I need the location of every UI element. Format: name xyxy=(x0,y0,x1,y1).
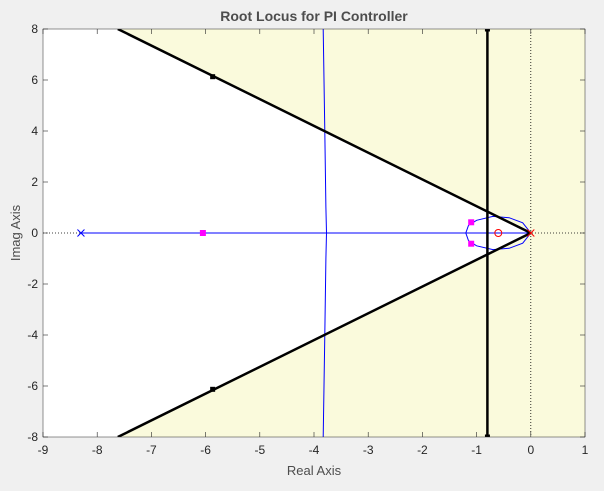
y-tick-label-0: -8 xyxy=(27,430,38,444)
boundary-line-1 xyxy=(117,231,532,437)
y-tick-label-4: 0 xyxy=(31,226,38,240)
x-tick-label-2: -7 xyxy=(146,443,157,457)
shaded-region xyxy=(117,29,585,437)
y-tick-label-3: -2 xyxy=(27,277,38,291)
y-axis-label: Imag Axis xyxy=(8,204,23,261)
closed-loop-pole-0 xyxy=(199,230,206,236)
boundary-marker-1 xyxy=(210,386,216,392)
open-loop-zero-0 xyxy=(494,229,503,237)
x-tick-label-10: 1 xyxy=(582,443,589,457)
closed-loop-pole-2 xyxy=(468,240,475,247)
x-tick-label-7: -2 xyxy=(417,443,428,457)
boundary-line-0 xyxy=(117,29,532,235)
x-tick-label-6: -3 xyxy=(363,443,374,457)
x-tick-label-8: -1 xyxy=(471,443,482,457)
boundary-marker-0 xyxy=(210,74,216,80)
boundary-marker-3 xyxy=(484,434,490,437)
x-tick-label-1: -8 xyxy=(92,443,103,457)
y-tick-label-2: -4 xyxy=(27,328,38,342)
x-axis-label: Real Axis xyxy=(287,463,342,478)
boundary-marker-2 xyxy=(484,29,490,32)
closed-loop-pole-1 xyxy=(468,219,475,226)
x-tick-label-4: -5 xyxy=(254,443,265,457)
y-tick-label-7: 6 xyxy=(31,73,38,87)
open-loop-pole-0 xyxy=(77,229,85,237)
y-tick-label-5: 2 xyxy=(31,175,38,189)
y-tick-label-1: -6 xyxy=(27,379,38,393)
x-tick-label-3: -6 xyxy=(200,443,211,457)
x-tick-label-5: -4 xyxy=(309,443,320,457)
open-loop-pole-1 xyxy=(526,229,535,237)
chart-title: Root Locus for PI Controller xyxy=(220,8,408,24)
x-tick-label-0: -9 xyxy=(38,443,49,457)
y-tick-label-8: 8 xyxy=(31,22,38,36)
y-tick-label-6: 4 xyxy=(31,124,38,138)
x-tick-label-9: 0 xyxy=(527,443,534,457)
locus-branch-2 xyxy=(465,215,532,251)
plot-content xyxy=(43,29,585,437)
